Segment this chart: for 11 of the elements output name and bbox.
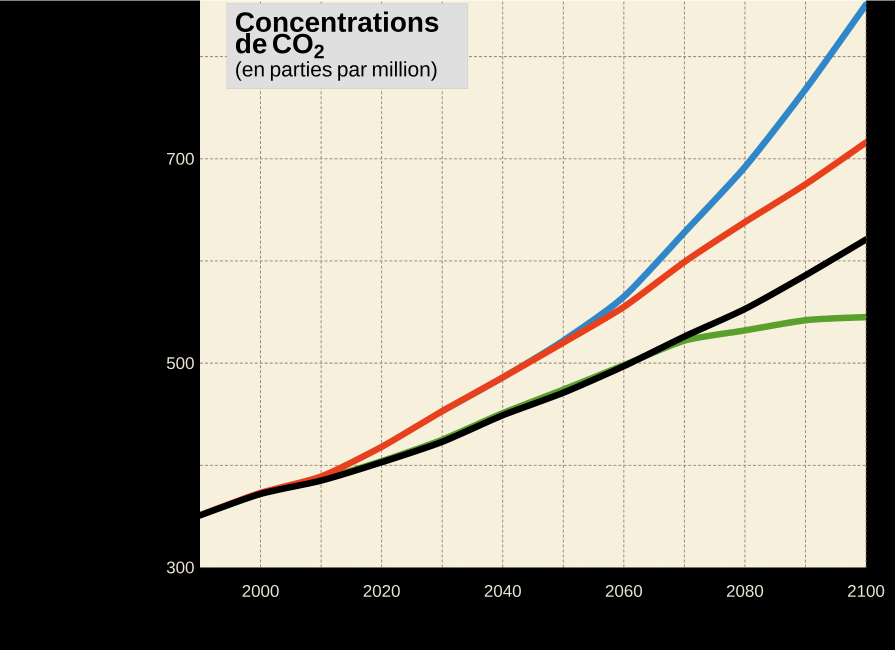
text: Concentrations de CO$_{2}$ bbox=[236, 11, 438, 58]
y-tick-label: 700 bbox=[167, 152, 194, 165]
x-tick-label: 2080 bbox=[726, 584, 764, 597]
text: (en parties par million) bbox=[236, 61, 436, 81]
x-tick-label: 2060 bbox=[606, 584, 642, 597]
x-tick-label: 2100 bbox=[848, 584, 884, 597]
x-tick-label: 2000 bbox=[242, 584, 279, 597]
x-tick-label: 2040 bbox=[484, 584, 521, 597]
y-tick-label: 300 bbox=[166, 561, 194, 574]
x-tick-label: 2020 bbox=[364, 584, 400, 597]
y-tick-label: 500 bbox=[166, 356, 194, 369]
